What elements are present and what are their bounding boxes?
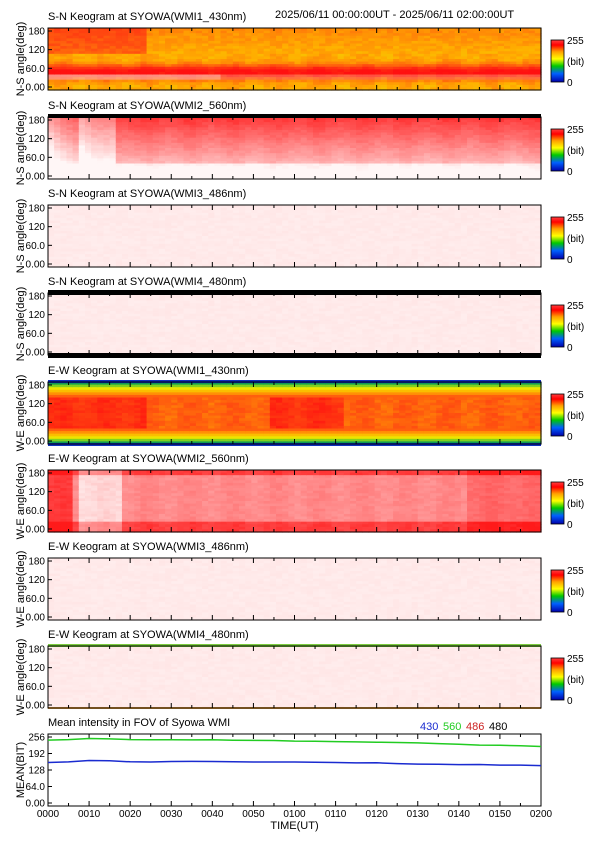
keogram-title: S-N Keogram at SYOWA(WMI3_486nm) [48,188,246,200]
colorbar-scale [551,40,564,82]
keogram-image [48,28,542,91]
y-tick-label: 0.00 [26,83,46,94]
colorbar: 255 (bit) 0 [551,125,584,178]
keogram-panels: S-N Keogram at SYOWA(WMI1_430nm)18012060… [15,11,584,715]
colorbar-min: 0 [567,167,573,178]
keogram-image [48,205,542,268]
y-axis-label: N-S angle(deg) [15,22,27,97]
keogram-panel: S-N Keogram at SYOWA(WMI1_430nm)180 120 60… [15,11,584,96]
header-time-range: 2025/06/11 00:00:00UT - 2025/06/11 02:00… [275,9,514,21]
y-tick-label: 180 [28,116,45,127]
y-tick-label: 120 [28,134,45,145]
y-tick-label: 120 [28,45,45,56]
colorbar-scale [551,129,564,171]
keogram-panel: S-N Keogram at SYOWA(WMI2_560nm)180 120 60… [15,100,584,185]
colorbar: 255 (bit) 0 [551,36,584,89]
colorbar-max: 255 [567,125,584,136]
colorbar-unit: (bit) [567,57,584,68]
y-tick-label: 60.0 [26,153,46,164]
colorbar-max: 255 [567,36,584,47]
y-tick-label: 60.0 [26,64,46,75]
keogram-title: S-N Keogram at SYOWA(WMI2_560nm) [48,100,246,112]
colorbar-unit: (bit) [567,146,584,157]
colorbar-min: 0 [567,78,573,89]
keogram-image [48,117,542,180]
y-tick-label: 180 [28,27,45,38]
y-axis-label: N-S angle(deg) [15,111,27,186]
keogram-title: S-N Keogram at SYOWA(WMI1_430nm) [48,11,246,23]
keogram-panel: S-N Keogram at SYOWA(WMI3_486nm)18012060… [15,188,584,273]
y-tick-label: 0.00 [26,172,46,183]
